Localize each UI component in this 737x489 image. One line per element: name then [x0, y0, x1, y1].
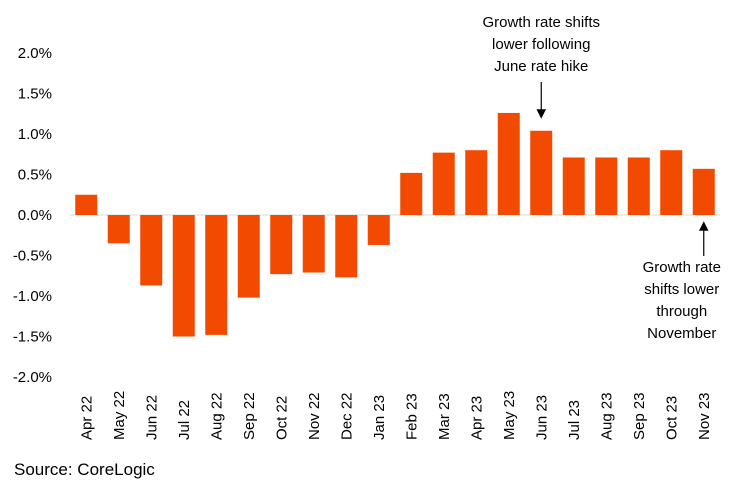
x-tick-label: Aug 23	[598, 392, 615, 440]
y-tick-label: -2.0%	[13, 369, 52, 386]
annotation-november-line: shifts lower	[644, 281, 719, 298]
bar-nov-23	[692, 168, 715, 215]
x-tick-label: Jul 23	[566, 400, 583, 440]
x-tick-label: Nov 22	[306, 392, 323, 440]
x-tick-label: Apr 23	[468, 396, 485, 440]
x-tick-label: Jun 22	[143, 395, 160, 440]
bar-jul-22	[172, 215, 195, 337]
x-tick-label: May 22	[111, 391, 128, 440]
bar-oct-23	[660, 150, 683, 215]
bar-may-22	[107, 215, 130, 244]
bar-apr-23	[465, 150, 488, 215]
x-tick-label: Apr 22	[78, 396, 95, 440]
x-tick-label: Sep 22	[241, 392, 258, 440]
x-tick-label: Nov 23	[696, 392, 713, 440]
annotation-june-line: Growth rate shifts	[482, 14, 600, 31]
y-tick-label: 2.0%	[18, 45, 52, 62]
bar-sep-23	[627, 157, 650, 215]
bar-dec-22	[335, 215, 358, 278]
y-tick-label: 0.5%	[18, 167, 52, 184]
bar-oct-22	[270, 215, 293, 275]
y-tick-label: 0.0%	[18, 207, 52, 224]
annotation-november-line: November	[647, 325, 716, 342]
bar-jan-23	[367, 215, 390, 245]
x-tick-label: Dec 22	[338, 392, 355, 440]
x-tick-label: Jun 23	[533, 395, 550, 440]
y-tick-label: -1.5%	[13, 329, 52, 346]
x-tick-label: Jan 23	[371, 395, 388, 440]
bar-feb-23	[400, 172, 423, 215]
x-tick-label: Aug 22	[208, 392, 225, 440]
bar-jul-23	[562, 157, 585, 215]
y-tick-label: 1.0%	[18, 126, 52, 143]
bar-sep-22	[237, 215, 260, 298]
annotation-june-line: June rate hike	[494, 58, 588, 75]
bar-apr-22	[75, 194, 98, 215]
source-note: Source: CoreLogic	[14, 460, 155, 479]
x-tick-label: Oct 22	[273, 396, 290, 440]
y-tick-label: -0.5%	[13, 248, 52, 265]
bar-mar-23	[432, 152, 455, 215]
bar-jun-23	[530, 130, 553, 215]
annotation-november-line: through	[656, 303, 707, 320]
y-tick-label: 1.5%	[18, 86, 52, 103]
x-tick-label: Jul 22	[176, 400, 193, 440]
bar-aug-23	[595, 157, 618, 215]
x-tick-label: Feb 23	[403, 393, 420, 440]
bar-jun-22	[140, 215, 163, 286]
bar-nov-22	[302, 215, 325, 273]
annotation-june-line: lower following	[492, 36, 590, 53]
bar-may-23	[497, 112, 520, 215]
bar-aug-22	[205, 215, 228, 335]
x-tick-label: Mar 23	[436, 393, 453, 440]
x-tick-label: May 23	[501, 391, 518, 440]
x-tick-label: Oct 23	[663, 396, 680, 440]
annotation-november-line: Growth rate	[643, 259, 721, 276]
y-tick-label: -1.0%	[13, 288, 52, 305]
x-tick-label: Sep 23	[631, 392, 648, 440]
